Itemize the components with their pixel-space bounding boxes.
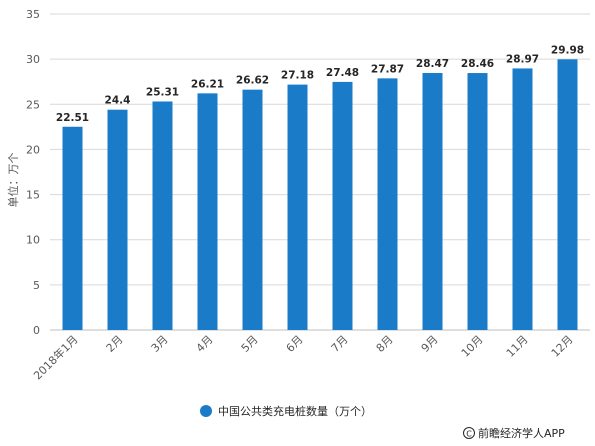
bar <box>467 73 488 330</box>
data-labels: 22.51 24.4 25.31 26.21 26.62 27.18 27.48 27.87 2… <box>56 44 584 123</box>
data-label: 22.51 <box>56 112 89 124</box>
x-tick-label: 2月 <box>104 333 126 355</box>
data-label: 28.47 <box>416 58 449 70</box>
data-label: 26.62 <box>236 75 269 87</box>
y-tick-label: 20 <box>26 143 40 156</box>
bar <box>242 89 263 331</box>
data-label: 26.21 <box>191 78 224 90</box>
x-tick-label: 9月 <box>419 333 441 355</box>
bar <box>152 101 173 331</box>
x-axis-ticks: 2018年1月 2月 3月 4月 5月 6月 7月 8月 9月 10月 11月 12月 <box>30 332 575 382</box>
source-credit: C 前瞻经济学人APP <box>463 426 565 440</box>
y-tick-label: 0 <box>33 324 40 337</box>
legend: 中国公共类充电桩数量（万个） <box>200 404 372 418</box>
x-tick-label: 2018年1月 <box>30 332 80 382</box>
copyright-icon: C <box>463 427 475 439</box>
bar <box>197 93 218 330</box>
gridlines <box>50 13 590 286</box>
bar <box>287 84 308 331</box>
x-tick-label: 6月 <box>284 333 306 355</box>
svg-text:C: C <box>466 430 472 439</box>
bar <box>332 81 353 330</box>
bar <box>557 59 578 331</box>
y-axis-ticks: 0 5 10 15 20 25 30 35 <box>26 8 40 337</box>
data-label: 27.87 <box>371 63 404 75</box>
data-label: 28.46 <box>461 58 494 70</box>
data-label: 25.31 <box>146 86 179 98</box>
data-label: 29.98 <box>551 44 584 56</box>
legend-label: 中国公共类充电桩数量（万个） <box>218 404 372 418</box>
data-label: 28.97 <box>506 53 539 65</box>
x-tick-label: 5月 <box>239 333 261 355</box>
x-tick-label: 11月 <box>504 333 531 360</box>
y-tick-label: 25 <box>26 98 40 111</box>
y-tick-label: 15 <box>26 189 40 202</box>
bar <box>377 78 398 330</box>
x-tick-label: 4月 <box>194 333 216 355</box>
legend-marker <box>200 405 212 417</box>
bar <box>62 126 83 331</box>
data-label: 27.48 <box>326 67 359 79</box>
bar <box>107 109 128 331</box>
y-tick-label: 30 <box>26 53 40 66</box>
y-axis-label: 单位：万个 <box>6 153 20 208</box>
y-tick-label: 10 <box>26 234 40 247</box>
x-tick-label: 10月 <box>459 333 486 360</box>
y-tick-label: 35 <box>26 8 40 21</box>
data-label: 24.4 <box>105 95 131 107</box>
data-label: 27.18 <box>281 70 314 82</box>
x-tick-label: 12月 <box>549 333 576 360</box>
x-tick-label: 7月 <box>329 333 351 355</box>
x-tick-label: 3月 <box>149 333 171 355</box>
x-tick-label: 8月 <box>374 333 396 355</box>
source-text: 前瞻经济学人APP <box>478 426 565 440</box>
bars <box>62 59 578 331</box>
bar <box>512 68 533 330</box>
y-tick-label: 5 <box>33 279 40 292</box>
bar <box>422 72 443 330</box>
